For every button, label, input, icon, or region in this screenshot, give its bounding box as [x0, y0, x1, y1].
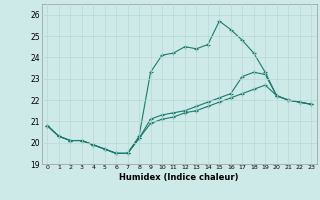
X-axis label: Humidex (Indice chaleur): Humidex (Indice chaleur) — [119, 173, 239, 182]
